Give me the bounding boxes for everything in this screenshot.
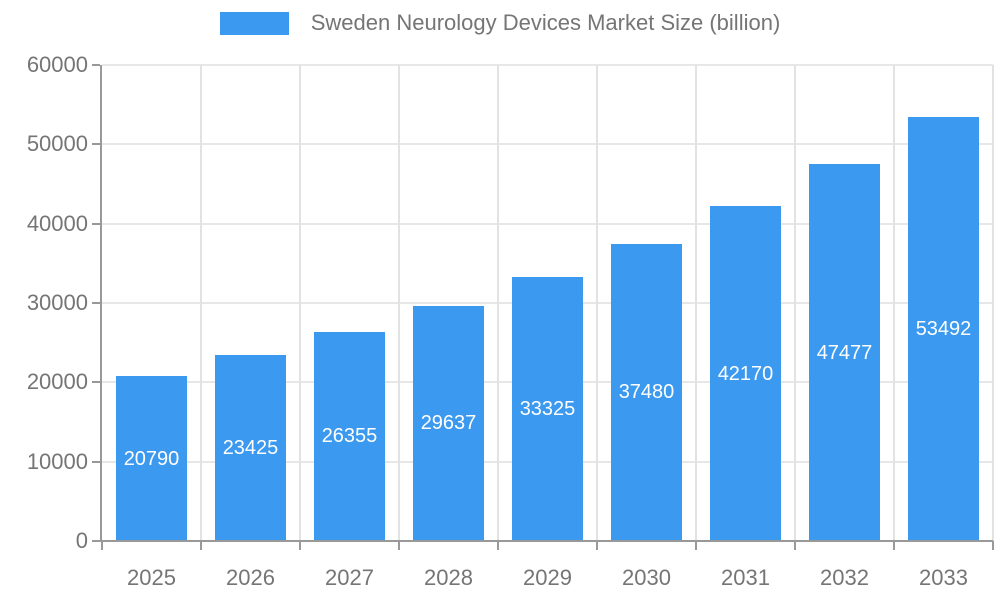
y-axis-line <box>100 65 102 541</box>
y-axis-label: 20000 <box>26 369 88 395</box>
gridline-horizontal <box>102 64 993 66</box>
x-axis-label: 2031 <box>721 565 770 590</box>
x-axis-tick <box>398 541 400 550</box>
x-axis-label: 2030 <box>622 565 671 590</box>
y-axis-tick <box>92 460 100 463</box>
x-axis-label: 2032 <box>820 565 869 590</box>
gridline-vertical <box>596 65 598 541</box>
gridline-vertical <box>299 65 301 541</box>
y-axis-tick <box>92 222 100 225</box>
gridline-vertical <box>695 65 697 541</box>
bar-value-label: 53492 <box>915 317 972 340</box>
bar-value-label: 47477 <box>816 341 873 364</box>
gridline-vertical <box>992 65 994 541</box>
x-axis-tick <box>893 541 895 550</box>
bar: 33325 <box>512 276 583 541</box>
x-axis-tick <box>695 541 697 550</box>
bar: 53492 <box>908 116 979 541</box>
gridline-vertical <box>497 65 499 541</box>
x-axis-tick <box>101 541 103 550</box>
bar-value-label: 42170 <box>717 362 774 385</box>
x-axis-line <box>94 540 993 542</box>
y-axis-tick <box>92 381 100 384</box>
y-axis-tick <box>92 64 100 66</box>
bar-value-label: 29637 <box>420 412 477 435</box>
y-axis-label: 0 <box>75 528 88 553</box>
y-axis-label: 60000 <box>26 52 88 77</box>
bar-value-label: 23425 <box>222 437 279 460</box>
x-axis-label: 2026 <box>226 565 275 590</box>
x-axis-label: 2028 <box>424 565 473 590</box>
x-axis-label: 2025 <box>127 565 176 590</box>
legend-swatch <box>219 11 289 35</box>
bar: 23425 <box>215 355 286 541</box>
y-axis-tick <box>92 540 100 542</box>
bar-value-label: 33325 <box>519 397 576 420</box>
x-axis-tick <box>497 541 499 550</box>
gridline-horizontal <box>102 222 993 225</box>
x-axis-label: 2027 <box>325 565 374 590</box>
x-axis-label: 2033 <box>919 565 968 590</box>
y-axis-label: 10000 <box>26 448 88 474</box>
bar: 29637 <box>413 305 484 541</box>
x-axis-tick <box>794 541 796 550</box>
bar-value-label: 20790 <box>123 447 180 470</box>
x-axis-label: 2029 <box>523 565 572 590</box>
plot-area: 20790 23425 26355 29637 33325 37480 42170 47477… <box>102 64 994 541</box>
bar-value-label: 26355 <box>321 425 378 448</box>
y-axis-label: 40000 <box>26 210 88 236</box>
gridline-vertical <box>200 65 202 541</box>
y-axis-tick <box>92 302 100 304</box>
bar: 37480 <box>611 243 682 541</box>
gridline-vertical <box>398 65 400 541</box>
gridline-vertical <box>794 65 796 541</box>
x-axis-tick <box>596 541 598 550</box>
gridline-horizontal <box>102 143 993 146</box>
bar: 20790 <box>116 376 187 541</box>
bar: 47477 <box>809 164 880 541</box>
x-axis-tick <box>299 541 301 550</box>
gridline-vertical <box>893 65 895 541</box>
y-axis-label: 50000 <box>26 131 88 157</box>
x-axis-tick <box>992 541 994 550</box>
y-axis-label: 30000 <box>26 290 88 315</box>
legend-label: Sweden Neurology Devices Market Size (bi… <box>310 10 781 35</box>
y-axis-tick <box>92 143 100 146</box>
bar: 42170 <box>710 206 781 541</box>
bar-value-label: 37480 <box>618 381 675 404</box>
x-axis-tick <box>200 541 202 550</box>
bar: 26355 <box>314 331 385 541</box>
legend: Sweden Neurology Devices Market Size (bi… <box>0 0 1000 46</box>
